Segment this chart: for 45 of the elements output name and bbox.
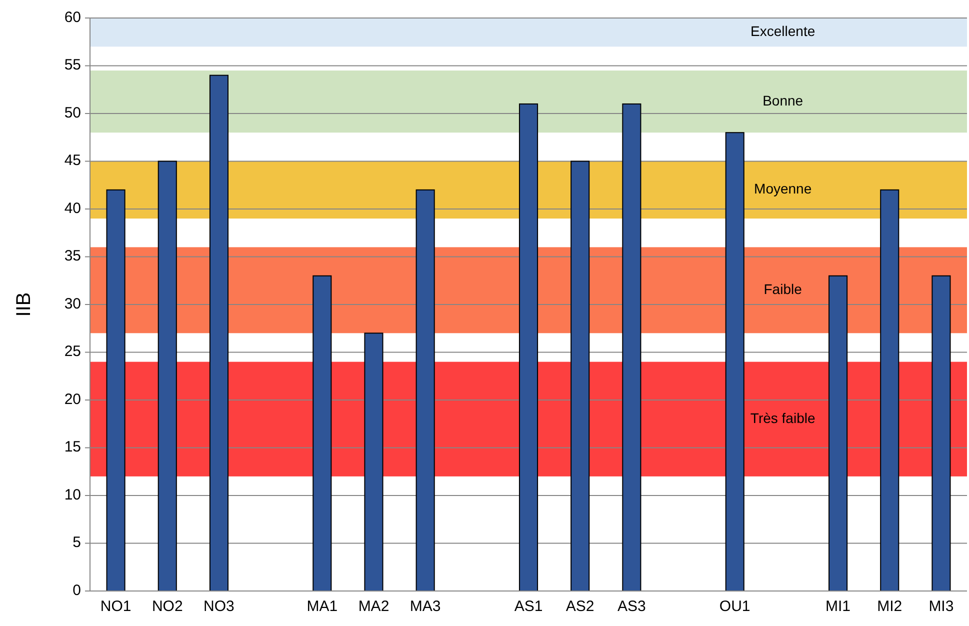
y-tick-label: 50 xyxy=(64,104,81,122)
bar xyxy=(828,275,848,592)
band-label: Excellente xyxy=(750,23,816,40)
bar xyxy=(570,160,590,592)
x-tick-label: MA3 xyxy=(410,598,441,615)
x-tick-label: AS2 xyxy=(566,598,594,615)
bar xyxy=(932,275,951,592)
band-label: Bonne xyxy=(762,92,804,108)
x-tick-label: MI1 xyxy=(826,598,851,615)
bar xyxy=(158,160,177,592)
bar xyxy=(209,74,228,592)
y-tick-label: 55 xyxy=(64,56,81,74)
bar xyxy=(416,189,435,592)
y-tick-label: 35 xyxy=(64,248,81,265)
x-tick-label: NO1 xyxy=(100,598,132,615)
y-axis-title: IIB xyxy=(13,292,35,317)
y-tick-label: 10 xyxy=(64,486,81,504)
bar xyxy=(106,189,126,592)
x-tick-label: MI2 xyxy=(877,598,902,615)
x-tick-label: MA1 xyxy=(306,598,338,615)
y-tick-label: 15 xyxy=(64,438,81,456)
bar xyxy=(518,103,538,592)
y-tick-label: 5 xyxy=(72,534,81,552)
band-label: Très faible xyxy=(750,410,816,426)
x-tick-label: NO2 xyxy=(152,598,183,615)
bar xyxy=(880,189,900,592)
bar xyxy=(312,275,332,592)
x-tick-label: OU1 xyxy=(719,598,750,615)
x-tick-label: MA2 xyxy=(358,598,390,615)
band-label: Moyenne xyxy=(754,180,812,197)
x-tick-label: NO3 xyxy=(204,598,234,615)
bar xyxy=(364,332,384,592)
y-tick-label: 40 xyxy=(64,200,81,217)
y-tick-label: 30 xyxy=(64,295,81,312)
y-tick-label: 45 xyxy=(64,152,81,170)
bar xyxy=(725,132,744,592)
x-tick-label: AS1 xyxy=(514,598,543,615)
x-tick-label: MI3 xyxy=(928,598,954,615)
y-tick-label: 20 xyxy=(64,390,81,408)
bar xyxy=(622,103,642,592)
y-tick-label: 0 xyxy=(72,582,81,599)
x-tick-label: AS3 xyxy=(617,598,646,615)
y-tick-label: 60 xyxy=(64,8,81,26)
y-tick-label: 25 xyxy=(64,343,81,360)
band-label: Faible xyxy=(764,280,802,297)
